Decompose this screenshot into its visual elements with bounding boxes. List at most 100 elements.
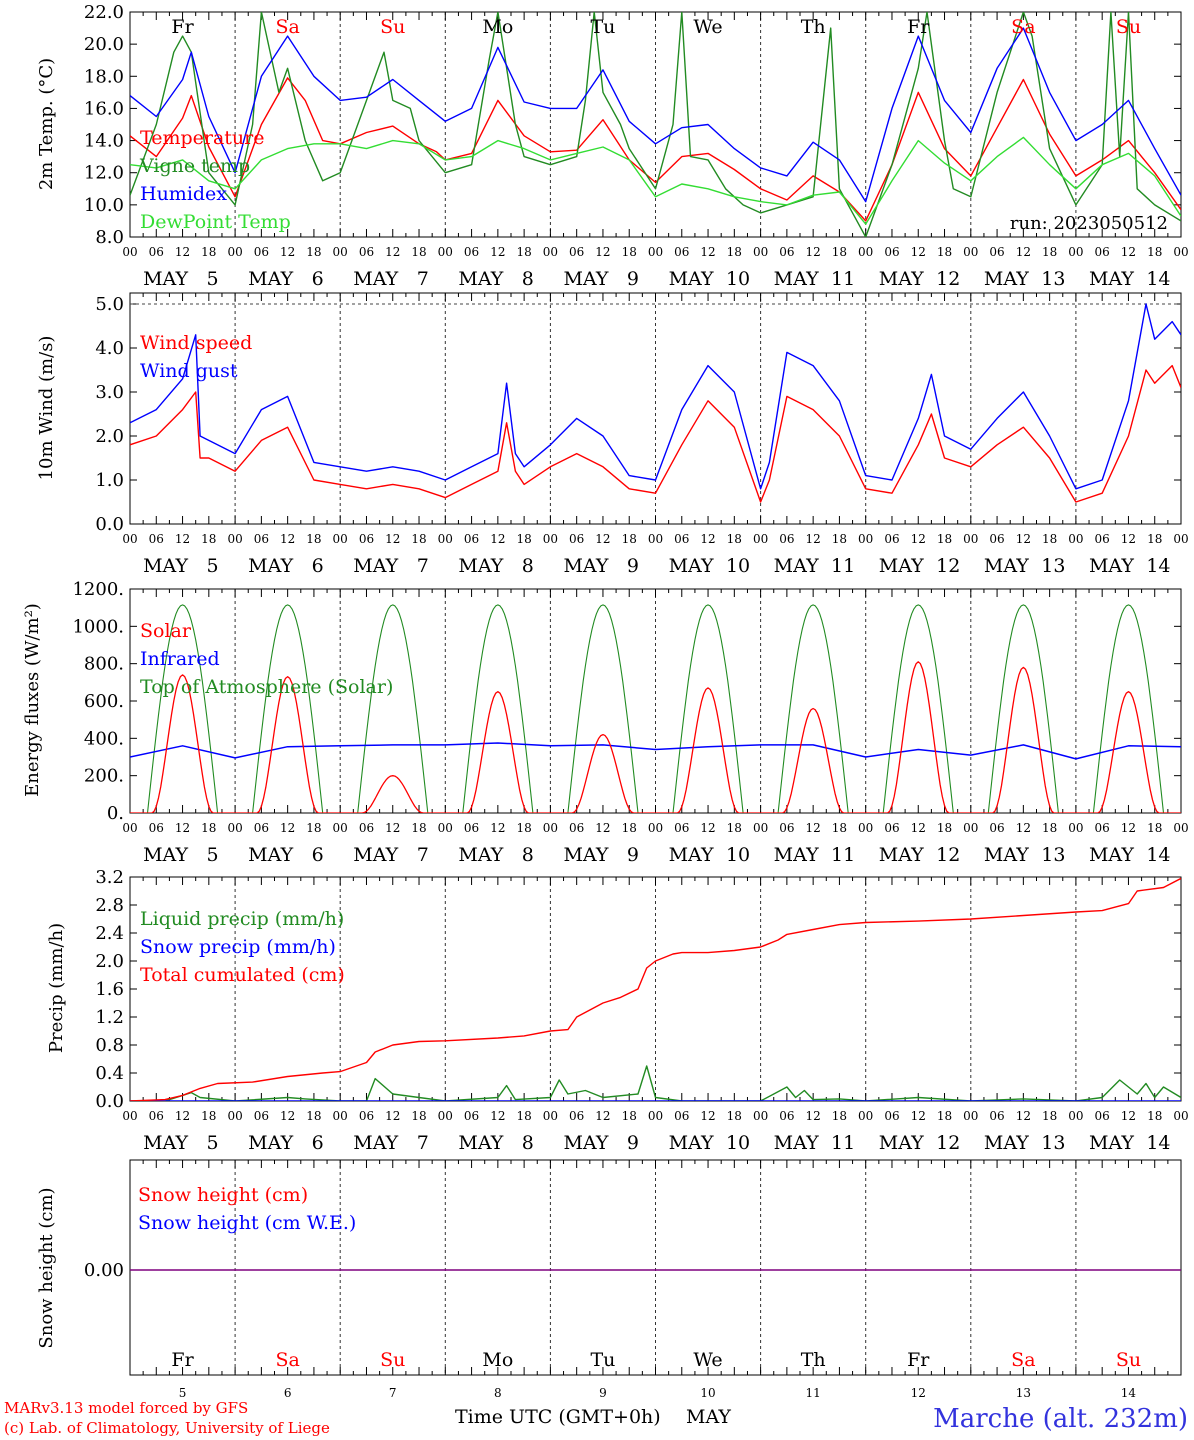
x-tick-label: 06 — [359, 1109, 374, 1123]
series-total-cumulated-cm- — [130, 877, 1181, 1101]
y-tick-label: 0.00 — [84, 1260, 124, 1281]
day-month-label: MAY — [143, 555, 188, 577]
x-tick-label: 18 — [937, 821, 952, 835]
x-tick-label: 18 — [832, 1109, 847, 1123]
day-month-label: MAY — [143, 268, 188, 290]
series-humidex — [130, 27, 1181, 203]
day-date-label: 9 — [599, 1386, 607, 1400]
x-tick-label: 18 — [1147, 1109, 1162, 1123]
panel-frame — [129, 588, 1182, 814]
x-tick-label: 00 — [963, 1109, 978, 1123]
y-tick-label: 1000. — [72, 616, 124, 637]
x-tick-label: 18 — [727, 245, 742, 259]
x-tick-label: 06 — [149, 821, 164, 835]
x-tick-label: 06 — [149, 245, 164, 259]
day-of-week-label: Mo — [482, 16, 513, 38]
day-date-label: 12 — [911, 1386, 926, 1400]
series-dewpoint-temp — [130, 136, 1181, 225]
y-tick-label: 2.8 — [95, 895, 124, 916]
day-month-label: MAY — [984, 844, 1029, 866]
day-of-week-label: Sa — [275, 1349, 299, 1371]
x-tick-label: 00 — [333, 821, 348, 835]
x-tick-label: 18 — [516, 245, 531, 259]
x-tick-label: 00 — [543, 532, 558, 546]
x-tick-label: 06 — [989, 821, 1004, 835]
x-tick-label: 18 — [306, 821, 321, 835]
day-date-label: 14 — [1146, 268, 1170, 290]
x-tick-label: 18 — [1042, 245, 1057, 259]
x-tick-label: 12 — [175, 821, 190, 835]
x-tick-label: 18 — [516, 532, 531, 546]
day-date-label: 11 — [806, 1386, 821, 1400]
x-tick-label: 18 — [937, 532, 952, 546]
x-tick-label: 12 — [911, 821, 926, 835]
day-month-label: MAY — [248, 844, 293, 866]
x-tick-label: 18 — [306, 532, 321, 546]
day-month-label: MAY — [879, 844, 924, 866]
x-tick-label: 18 — [516, 821, 531, 835]
day-date-label: 13 — [1041, 555, 1065, 577]
day-month-label: MAY — [563, 844, 608, 866]
legend-entry: Infrared — [140, 648, 220, 670]
y-tick-label: 1.0 — [95, 470, 124, 491]
x-tick-label: 12 — [175, 532, 190, 546]
run-annotation: run: 2023050512 — [1010, 213, 1168, 234]
x-tick-label: 00 — [122, 532, 137, 546]
y-tick-label: 14.0 — [84, 131, 124, 152]
x-tick-label: 12 — [700, 245, 715, 259]
x-tick-label: 18 — [306, 245, 321, 259]
x-axis-month: MAY — [686, 1406, 731, 1428]
x-tick-label: 18 — [1147, 821, 1162, 835]
day-date-label: 8 — [522, 555, 534, 577]
x-tick-label: 18 — [832, 821, 847, 835]
x-tick-label: 12 — [280, 245, 295, 259]
day-date-label: 13 — [1041, 844, 1065, 866]
x-tick-label: 12 — [700, 1109, 715, 1123]
x-tick-label: 06 — [884, 245, 899, 259]
day-date-label: 10 — [726, 268, 750, 290]
x-tick-label: 06 — [254, 532, 269, 546]
legend-entry: DewPoint Temp — [140, 211, 291, 233]
day-of-week-label: Fr — [907, 1349, 930, 1371]
y-tick-label: 800. — [84, 654, 124, 675]
x-tick-label: 06 — [464, 821, 479, 835]
model-credit: MARv3.13 model forced by GFS — [4, 1399, 248, 1417]
x-tick-label: 12 — [595, 1109, 610, 1123]
x-tick-label: 12 — [280, 1109, 295, 1123]
x-tick-label: 06 — [464, 245, 479, 259]
day-of-week-label: Fr — [907, 16, 930, 38]
x-tick-label: 06 — [254, 1109, 269, 1123]
day-month-label: MAY — [774, 268, 819, 290]
y-tick-label: 5.0 — [95, 294, 124, 315]
panel-frame — [129, 11, 1182, 238]
day-month-label: MAY — [1089, 268, 1134, 290]
day-month-label: MAY — [563, 268, 608, 290]
series-wind-gust — [130, 303, 1181, 490]
day-month-label: MAY — [984, 1132, 1029, 1154]
panel-3: 0. 200. 400. 600. 800. 1000. 1200. Energy fluxe… — [22, 579, 1189, 866]
x-tick-label: 18 — [516, 1109, 531, 1123]
x-tick-label: 12 — [1016, 1109, 1031, 1123]
x-tick-label: 06 — [1095, 245, 1110, 259]
day-month-label: MAY — [774, 1132, 819, 1154]
day-month-label: MAY — [458, 1132, 503, 1154]
x-tick-label: 00 — [438, 245, 453, 259]
x-tick-label: 06 — [359, 821, 374, 835]
day-date-label: 7 — [417, 844, 429, 866]
day-of-week-label: Sa — [1011, 1349, 1035, 1371]
day-date-label: 6 — [312, 844, 324, 866]
x-tick-label: 00 — [122, 821, 137, 835]
x-tick-label: 12 — [490, 1109, 505, 1123]
x-tick-label: 12 — [490, 821, 505, 835]
x-tick-label: 18 — [201, 1109, 216, 1123]
x-tick-label: 00 — [333, 245, 348, 259]
x-tick-label: 18 — [411, 821, 426, 835]
day-month-label: MAY — [353, 1132, 398, 1154]
day-date-label: 14 — [1121, 1386, 1137, 1400]
x-tick-label: 12 — [911, 245, 926, 259]
day-date-label: 5 — [207, 555, 219, 577]
series-infrared — [130, 742, 1181, 760]
legend-entry: Solar — [140, 620, 192, 642]
x-tick-label: 12 — [385, 821, 400, 835]
